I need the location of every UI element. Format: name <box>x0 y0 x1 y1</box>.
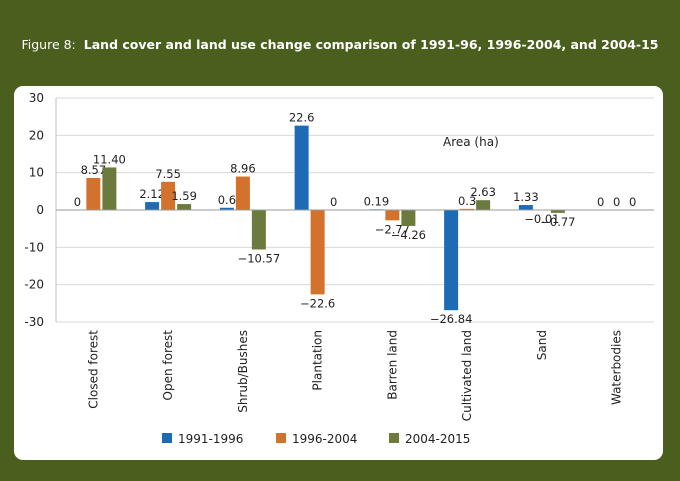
y-tick-label: 0 <box>36 203 44 217</box>
bar-1991-1996 <box>444 210 459 311</box>
data-label: 0 <box>629 195 636 209</box>
legend-swatch <box>162 433 172 443</box>
data-label: 8.96 <box>230 162 256 176</box>
data-label: 0 <box>613 195 620 209</box>
y-tick-label: -20 <box>24 278 44 292</box>
bar-1991-1996 <box>145 202 160 210</box>
data-label: 22.6 <box>289 111 315 125</box>
bar-1996-2004 <box>161 181 176 210</box>
area-annotation: Area (ha) <box>443 135 499 149</box>
y-tick-label: 20 <box>29 128 44 142</box>
x-tick-label: Open forest <box>161 330 175 401</box>
bar-1991-1996 <box>219 207 234 210</box>
bar-1996-2004 <box>310 210 325 295</box>
x-tick-label: Closed forest <box>86 330 100 409</box>
bar-1996-2004 <box>385 210 400 221</box>
legend-label: 1996-2004 <box>292 432 357 446</box>
data-label: 2.63 <box>470 185 496 199</box>
bar-1996-2004 <box>235 176 250 210</box>
data-label: −22.6 <box>300 296 335 310</box>
figure-label: Figure 8: <box>21 37 76 52</box>
chart-panel <box>14 86 663 460</box>
data-label: 0.19 <box>364 194 390 208</box>
x-tick-label: Shrub/Bushes <box>236 330 250 413</box>
legend-swatch <box>389 433 399 443</box>
bar-1996-2004 <box>86 178 101 210</box>
x-tick-label: Waterbodies <box>610 330 624 405</box>
data-label: 1.33 <box>513 190 539 204</box>
figure-caption: Figure 8: Land cover and land use change… <box>0 37 680 52</box>
data-label: 8.57 <box>81 163 107 177</box>
x-tick-label: Barren land <box>385 330 399 400</box>
data-label: 1.59 <box>171 189 197 203</box>
x-tick-label: Sand <box>535 330 549 360</box>
data-label: 0 <box>330 195 337 209</box>
data-label: −0.01 <box>524 212 559 226</box>
bar-2004-2015 <box>102 167 117 210</box>
data-label: 11.40 <box>93 152 126 166</box>
bar-1991-1996 <box>294 125 309 210</box>
data-label: 0.3 <box>458 194 476 208</box>
data-label: −2.77 <box>375 222 410 236</box>
data-label: −4.26 <box>391 228 426 242</box>
y-tick-label: 10 <box>29 166 44 180</box>
data-label: 0 <box>597 195 604 209</box>
y-tick-label: 30 <box>29 91 44 105</box>
bar-2004-2015 <box>476 200 491 210</box>
x-tick-label: Cultivated land <box>460 330 474 421</box>
data-label: −10.57 <box>238 251 281 265</box>
data-label: 0.6 <box>218 193 236 207</box>
bar-2004-2015 <box>251 210 266 250</box>
bar-2004-2015 <box>177 204 192 210</box>
data-label: −0.77 <box>540 215 575 229</box>
data-label: −26.84 <box>430 312 473 326</box>
legend-label: 2004-2015 <box>405 432 470 446</box>
legend-label: 1991-1996 <box>178 432 243 446</box>
bar-2004-2015 <box>401 210 416 226</box>
x-tick-label: Plantation <box>311 330 325 391</box>
data-label: 2.12 <box>139 187 165 201</box>
legend-swatch <box>276 433 286 443</box>
bar-1996-2004 <box>460 208 475 210</box>
bar-1991-1996 <box>518 205 533 210</box>
bar-2004-2015 <box>550 210 565 213</box>
data-label: 7.55 <box>155 167 181 181</box>
figure-title: Land cover and land use change compariso… <box>83 37 659 52</box>
y-tick-label: -10 <box>24 240 44 254</box>
y-tick-label: -30 <box>24 315 44 329</box>
data-label: 0 <box>74 195 81 209</box>
